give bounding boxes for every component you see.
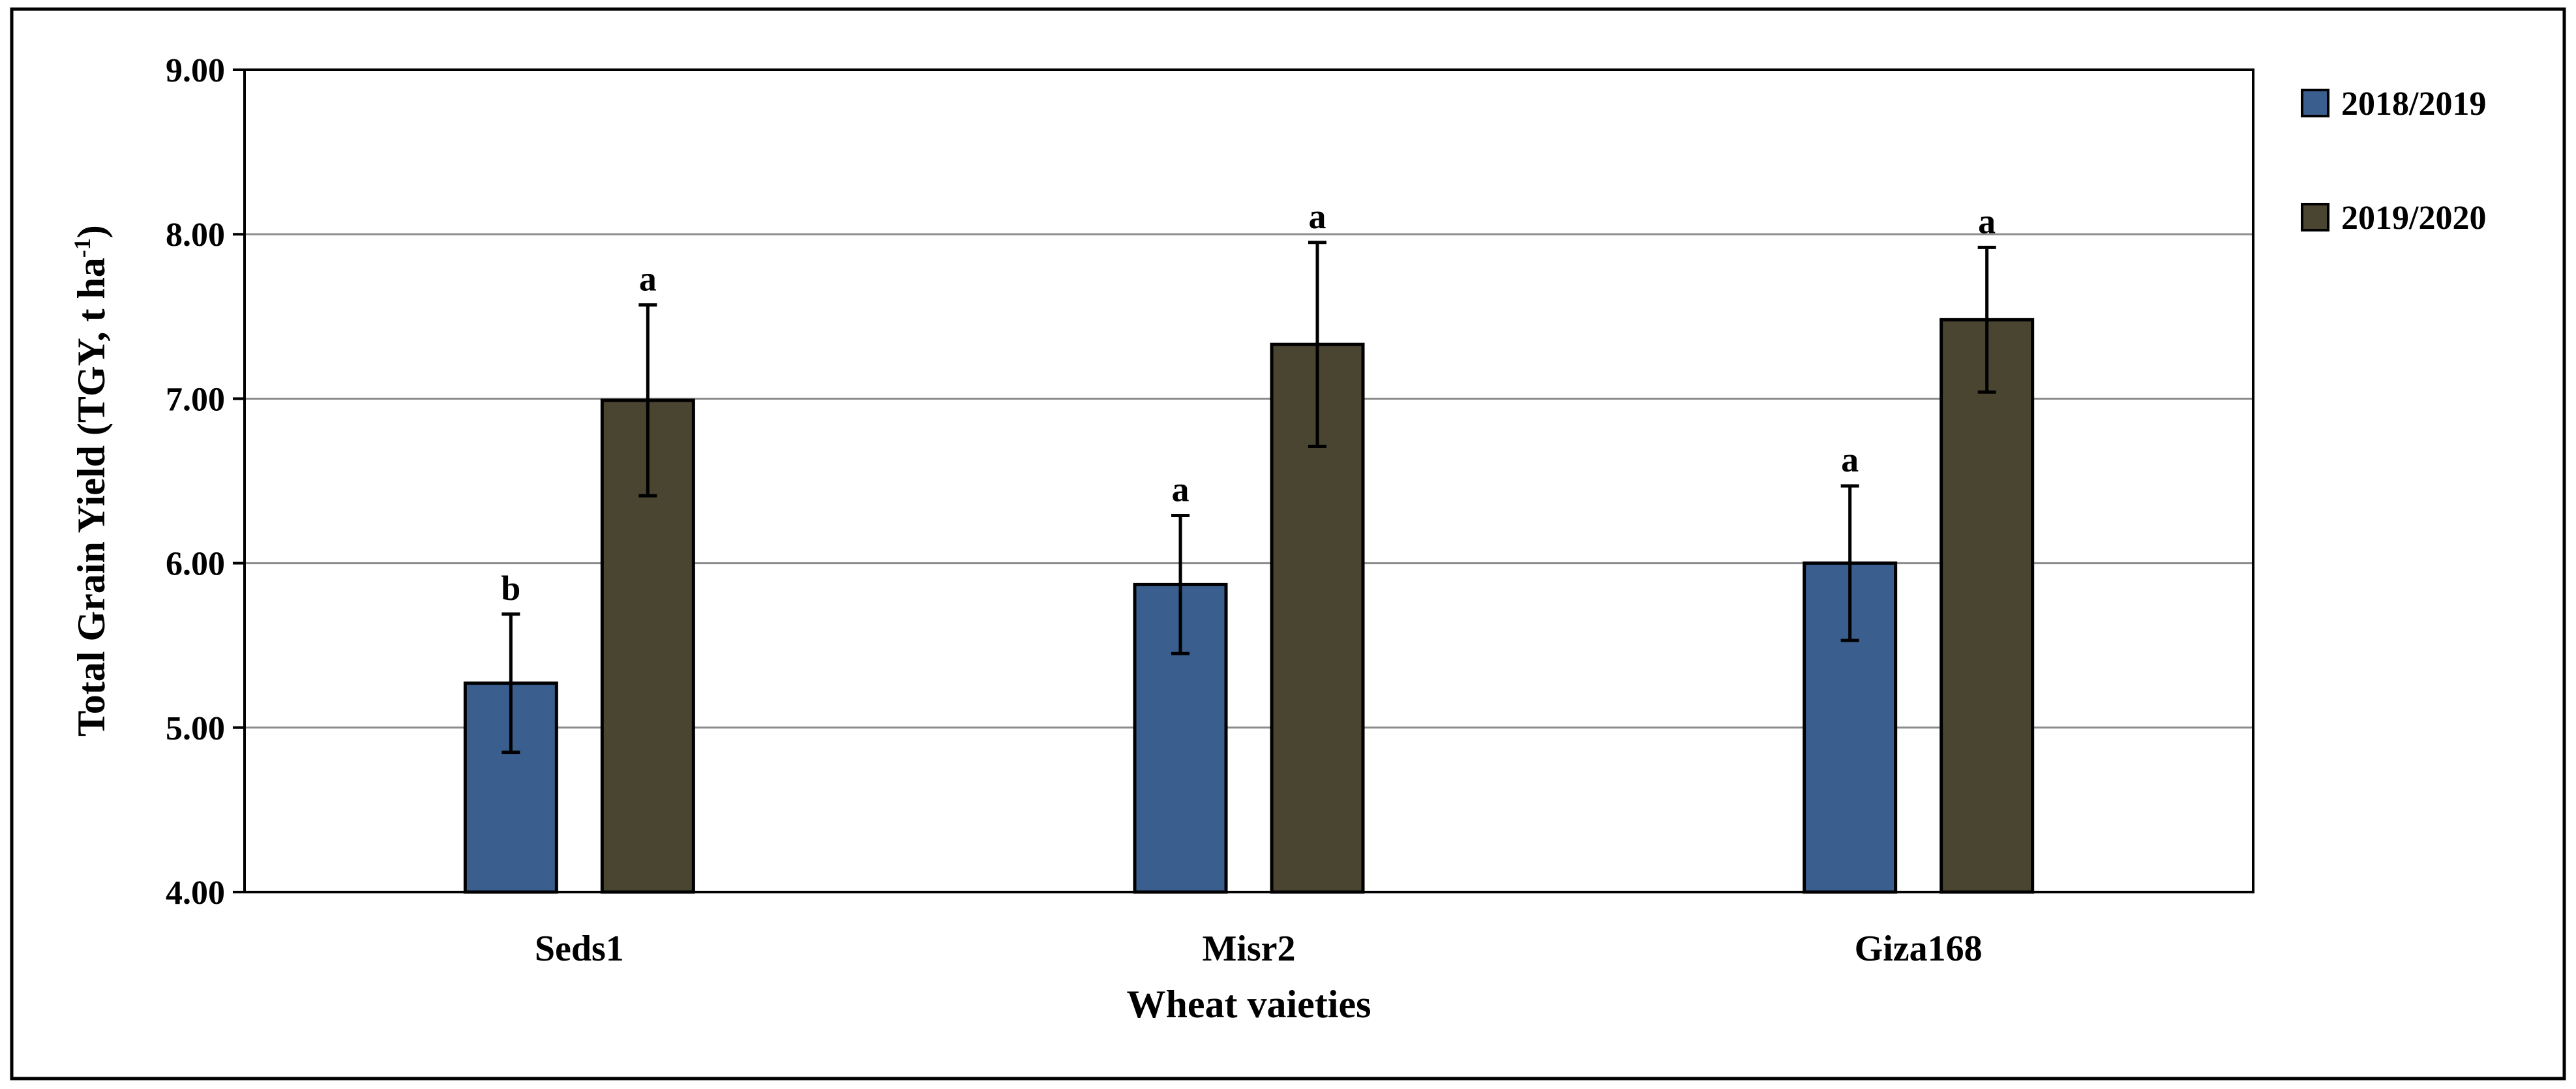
- bar: [1939, 318, 2035, 894]
- y-tick-label: 7.00: [166, 381, 225, 418]
- legend-swatch: [2301, 89, 2329, 117]
- significance-letter: a: [1841, 440, 1859, 479]
- y-axis-title-main: Total Grain Yield (TGY, t ha: [70, 258, 113, 737]
- y-tick-label: 6.00: [166, 546, 225, 583]
- y-axis-title-end: ): [70, 225, 113, 238]
- x-axis-categories: Seds1 Misr2 Giza168: [535, 929, 1983, 969]
- y-axis-title-superscript: -1: [69, 238, 95, 258]
- y-tick-label: 5.00: [166, 710, 225, 747]
- x-category-label: Misr2: [1202, 929, 1295, 969]
- y-axis-ticks: 4.00 5.00 6.00 7.00 8.00 9.00: [166, 52, 245, 912]
- legend-swatch: [2301, 203, 2329, 231]
- significance-letter: b: [501, 569, 520, 608]
- bars: b a a a a a: [463, 197, 2035, 894]
- x-axis-title: Wheat vaieties: [1127, 983, 1371, 1026]
- y-tick-label: 9.00: [166, 52, 225, 89]
- y-tick-label: 4.00: [166, 874, 225, 912]
- legend-label: 2019/2020: [2341, 200, 2486, 237]
- legend: 2018/2019 2019/2020: [2301, 85, 2486, 237]
- significance-letter: a: [639, 260, 657, 299]
- legend-label: 2018/2019: [2341, 85, 2486, 123]
- plot-area: [243, 68, 2254, 893]
- x-category-label: Seds1: [535, 929, 624, 969]
- significance-letter: a: [1978, 201, 1996, 241]
- significance-letter: a: [1309, 197, 1326, 236]
- y-axis-title: Total Grain Yield (TGY, t ha-1): [69, 225, 113, 737]
- significance-letter: a: [1172, 470, 1190, 509]
- y-tick-label: 8.00: [166, 216, 225, 254]
- x-category-label: Giza168: [1855, 929, 1983, 969]
